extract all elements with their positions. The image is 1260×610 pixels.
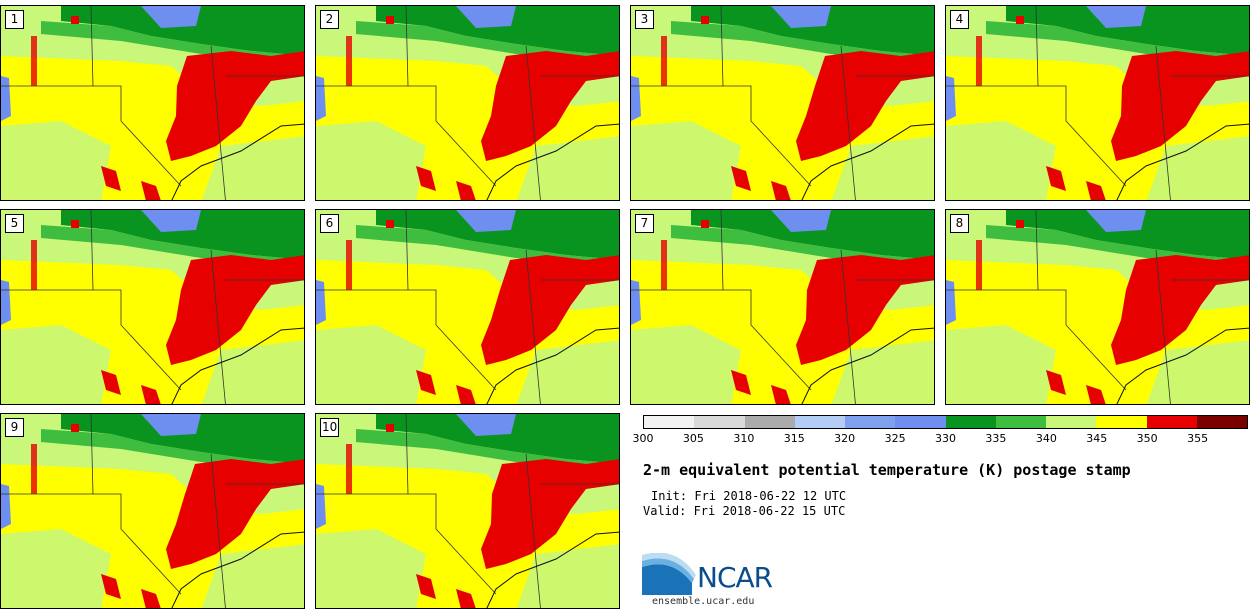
map-panel-6: 6 — [315, 209, 620, 405]
panel-number: 8 — [950, 214, 969, 233]
colorbar-tick-label: 305 — [682, 432, 704, 445]
map-image — [1, 6, 304, 200]
panel-number: 3 — [635, 10, 654, 29]
map-image — [631, 210, 934, 404]
map-panel-3: 3 — [630, 5, 935, 201]
colorbar-ticks: 300 305 310 315 320 325 330 335 340 345 350 355 — [633, 432, 1248, 446]
ncar-logo-icon — [642, 553, 696, 595]
colorbar-swatch — [995, 416, 1046, 428]
map-panel-2: 2 — [315, 5, 620, 201]
panel-number: 2 — [320, 10, 339, 29]
colorbar-swatch — [1046, 416, 1097, 428]
map-image — [1, 414, 304, 608]
colorbar-tick-label: 315 — [783, 432, 805, 445]
colorbar-swatch — [694, 416, 745, 428]
colorbar-tick-label: 345 — [1086, 432, 1108, 445]
panel-number: 7 — [635, 214, 654, 233]
map-panel-8: 8 — [945, 209, 1250, 405]
colorbar-tick-label: 325 — [884, 432, 906, 445]
colorbar-tick-label: 355 — [1187, 432, 1209, 445]
map-image — [316, 210, 619, 404]
panel-number: 10 — [320, 418, 340, 437]
colorbar-swatch — [845, 416, 896, 428]
map-panel-1: 1 — [0, 5, 305, 201]
colorbar-tick-label: 320 — [834, 432, 856, 445]
url-text: ensemble.ucar.edu — [652, 596, 755, 607]
map-image — [946, 210, 1249, 404]
colorbar-swatch — [644, 416, 695, 428]
map-image — [1, 210, 304, 404]
colorbar-tick-label: 300 — [632, 432, 654, 445]
colorbar — [643, 415, 1248, 429]
map-image — [316, 414, 619, 608]
panel-number: 4 — [950, 10, 969, 29]
colorbar-swatch — [945, 416, 996, 428]
init-time: Init: Fri 2018-06-22 12 UTC — [651, 489, 847, 503]
colorbar-swatch — [794, 416, 845, 428]
map-image — [316, 6, 619, 200]
colorbar-tick-label: 340 — [1035, 432, 1057, 445]
map-panel-10: 10 — [315, 413, 620, 609]
logo-text: NCAR — [697, 561, 773, 594]
panel-number: 1 — [5, 10, 24, 29]
colorbar-tick-label: 310 — [733, 432, 755, 445]
map-panel-4: 4 — [945, 5, 1250, 201]
map-panel-5: 5 — [0, 209, 305, 405]
colorbar-swatch — [895, 416, 946, 428]
colorbar-swatch — [1146, 416, 1197, 428]
map-panel-7: 7 — [630, 209, 935, 405]
map-panel-9: 9 — [0, 413, 305, 609]
panel-number: 9 — [5, 418, 24, 437]
map-image — [946, 6, 1249, 200]
colorbar-tick-label: 350 — [1136, 432, 1158, 445]
colorbar-swatch — [1196, 416, 1247, 428]
colorbar-swatch — [1096, 416, 1147, 428]
panel-number: 6 — [320, 214, 339, 233]
plot-title: 2-m equivalent potential temperature (K)… — [643, 461, 1131, 479]
colorbar-swatch — [744, 416, 795, 428]
colorbar-tick-label: 330 — [935, 432, 956, 445]
colorbar-tick-label: 335 — [985, 432, 1007, 445]
map-image — [631, 6, 934, 200]
panel-number: 5 — [5, 214, 24, 233]
valid-time: Valid: Fri 2018-06-22 15 UTC — [643, 504, 846, 518]
